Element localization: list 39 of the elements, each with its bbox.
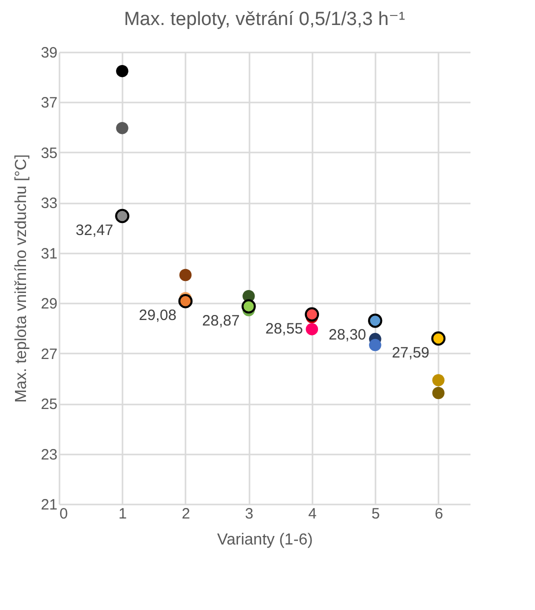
y-tick-label: 21 bbox=[40, 496, 58, 514]
y-tick-label: 27 bbox=[40, 346, 58, 363]
y-tick-label: 39 bbox=[40, 44, 58, 62]
x-tick-label: 2 bbox=[182, 506, 190, 522]
x-axis-title: Varianty (1-6) bbox=[217, 532, 313, 548]
y-tick-label: 25 bbox=[40, 396, 58, 414]
y-tick-label: 33 bbox=[40, 195, 58, 212]
x-tick-label: 6 bbox=[434, 506, 444, 522]
y-tick-label: 31 bbox=[40, 245, 58, 262]
x-tick-label: 5 bbox=[371, 506, 380, 522]
y-tick-label: 37 bbox=[40, 94, 58, 112]
point bbox=[306, 323, 318, 336]
y-tick-label: 29 bbox=[40, 296, 58, 313]
point bbox=[179, 268, 192, 282]
data-label: 28,87 bbox=[202, 312, 240, 330]
point bbox=[116, 64, 128, 78]
data-label: 28,30 bbox=[328, 326, 366, 344]
y-tick-label: 23 bbox=[40, 446, 58, 464]
point bbox=[178, 294, 193, 308]
x-tick-label: 1 bbox=[118, 506, 127, 522]
point bbox=[115, 208, 130, 224]
x-tick-label: 3 bbox=[245, 506, 254, 522]
point bbox=[431, 331, 446, 346]
data-label: 29,08 bbox=[138, 307, 176, 324]
chart-title: Max. teploty, větrání 0,5/1/3,3 h⁻¹ bbox=[124, 9, 406, 30]
data-label: 32,47 bbox=[76, 222, 114, 239]
point bbox=[242, 299, 256, 314]
data-label: 27,59 bbox=[392, 344, 430, 362]
data-label: 28,55 bbox=[265, 320, 303, 338]
point bbox=[368, 314, 382, 328]
y-axis-title: Max. teplota vnitřního vzduchu [°C] bbox=[12, 154, 30, 403]
point bbox=[369, 338, 382, 352]
y-tick-label: 35 bbox=[40, 144, 58, 162]
x-tick-label: 0 bbox=[60, 506, 68, 522]
point bbox=[116, 122, 128, 134]
x-tick-label: 4 bbox=[308, 506, 317, 522]
point bbox=[432, 386, 445, 400]
point bbox=[304, 307, 320, 322]
point bbox=[432, 374, 445, 386]
